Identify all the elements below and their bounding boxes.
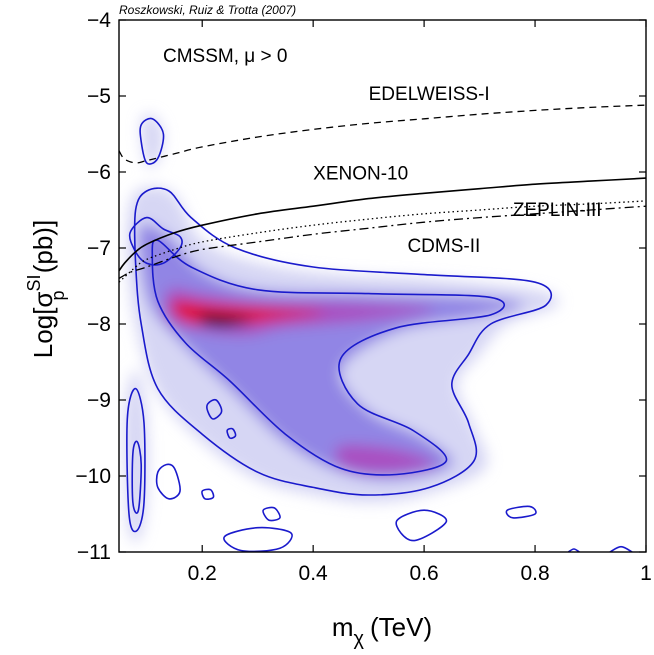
y-axis-label-post: (pb)]	[28, 220, 58, 281]
x-tick-label: 0.4	[299, 562, 329, 585]
y-tick-label: −8	[87, 313, 111, 336]
confidence-contours	[126, 117, 633, 552]
contour-line	[206, 398, 223, 420]
x-axis: 0.2 0.4 0.6 0.8 1	[188, 20, 652, 585]
y-axis-label-sup: SI	[24, 275, 44, 292]
limit-labels: EDELWEISS-I XENON-10 ZEPLIN-III CDMS-II	[313, 84, 601, 257]
contour-line	[151, 239, 505, 476]
contour-line	[131, 440, 143, 514]
density-region	[199, 314, 253, 327]
contour-line	[226, 427, 237, 440]
contour-line	[223, 526, 293, 552]
x-axis-label: mχ (TeV)	[332, 612, 432, 650]
y-tick-label: −11	[77, 541, 111, 564]
plot-area	[119, 104, 646, 552]
x-axis-label-sub: χ	[354, 628, 365, 650]
limit-curve-cdms-ii	[119, 205, 646, 279]
y-axis-label-sub: p	[48, 291, 68, 301]
contour-line	[505, 505, 537, 519]
x-axis-label-base: m	[332, 612, 354, 642]
limit-curve-xenon-10	[119, 177, 646, 272]
y-axis: −11 −10 −9 −8 −7 −6 −5 −4	[75, 9, 646, 564]
y-tick-label: −9	[87, 389, 111, 412]
x-axis-label-rest: (TeV)	[370, 612, 432, 642]
contour-line	[262, 506, 281, 522]
x-tick-label: 0.8	[520, 562, 549, 585]
x-tick-label: 1	[640, 562, 652, 585]
contour-line	[155, 463, 181, 500]
density-region	[138, 223, 524, 481]
limit-label-xenon-10: XENON-10	[313, 164, 408, 185]
y-axis-label-pre: Log[σ	[28, 292, 58, 359]
experimental-limits	[119, 104, 646, 283]
y-tick-label: −5	[87, 85, 111, 108]
limit-curve-zeplin-iii	[119, 200, 646, 283]
y-tick-label: −6	[87, 161, 111, 184]
y-tick-label: −4	[87, 9, 111, 32]
contour-line	[126, 387, 146, 533]
model-label: CMSSM, μ > 0	[163, 46, 287, 67]
density-region	[124, 369, 148, 543]
x-tick-label: 0.6	[410, 562, 439, 585]
contour-line	[395, 509, 448, 542]
plot-frame	[118, 19, 647, 553]
limit-curve-edelweiss-i	[119, 104, 646, 164]
posterior-density	[124, 114, 559, 543]
y-tick-label: −7	[87, 237, 111, 260]
contour-line	[567, 548, 580, 552]
x-tick-label: 0.2	[188, 562, 217, 585]
density-region	[141, 114, 164, 168]
limit-label-edelweiss-i: EDELWEISS-I	[369, 84, 490, 105]
y-tick-label: −10	[75, 465, 111, 488]
contour-line	[139, 117, 165, 165]
limit-label-zeplin-iii: ZEPLIN-III	[513, 200, 602, 221]
credit-text: Roszkowski, Ruiz & Trotta (2007)	[119, 3, 296, 17]
y-axis-label: Log[σSI p (pb)]	[24, 220, 68, 358]
contour-line	[201, 488, 215, 500]
contour-line	[128, 216, 183, 266]
limit-label-cdms-ii: CDMS-II	[407, 236, 480, 257]
contour-line	[609, 545, 633, 552]
density-region	[334, 444, 436, 473]
